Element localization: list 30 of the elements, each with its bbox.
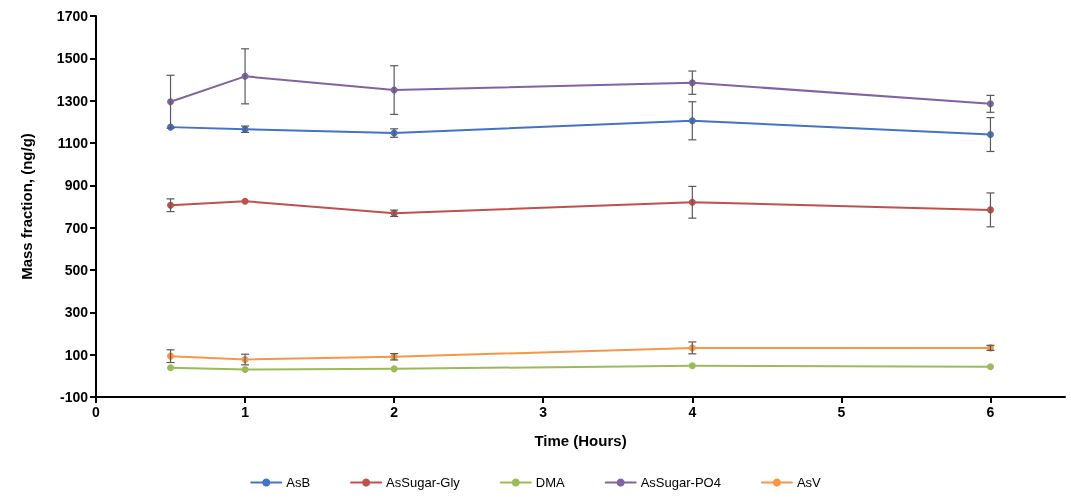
legend-label: AsB: [286, 475, 311, 490]
legend-label: AsV: [796, 475, 822, 490]
x-tick-label: 3: [539, 404, 548, 420]
x-tick-label: 0: [92, 404, 101, 420]
point: [688, 362, 696, 370]
y-tick-label: 700: [64, 219, 89, 236]
point: [241, 365, 249, 373]
y-tick-label: 300: [64, 304, 89, 321]
legend-label: DMA: [535, 475, 566, 490]
x-tick-label: 6: [986, 404, 995, 420]
point: [390, 365, 398, 373]
x-tick-label: 1: [241, 404, 250, 420]
legend-label: AsSugar-Gly: [386, 475, 461, 490]
point: [241, 197, 249, 205]
point: [986, 363, 994, 371]
y-tick-label: 100: [64, 346, 89, 363]
y-axis-title: Mass fraction, (ng/g): [18, 133, 35, 280]
y-tick-label: 1700: [56, 8, 89, 24]
x-tick-label: 5: [837, 404, 846, 420]
y-tick-label: 1100: [57, 135, 89, 151]
y-tick-label: 1300: [56, 92, 89, 109]
y-tick-label: -100: [59, 389, 89, 405]
y-tick-label: 1500: [56, 50, 89, 67]
y-tick-label: 500: [64, 262, 89, 278]
x-axis-title: Time (Hours): [534, 432, 627, 449]
legend-label: AsSugar-PO4: [640, 475, 721, 490]
x-tick-label: 4: [688, 404, 697, 420]
y-tick-label: 900: [64, 177, 89, 194]
x-tick-label: 2: [390, 404, 399, 420]
point: [167, 364, 175, 372]
